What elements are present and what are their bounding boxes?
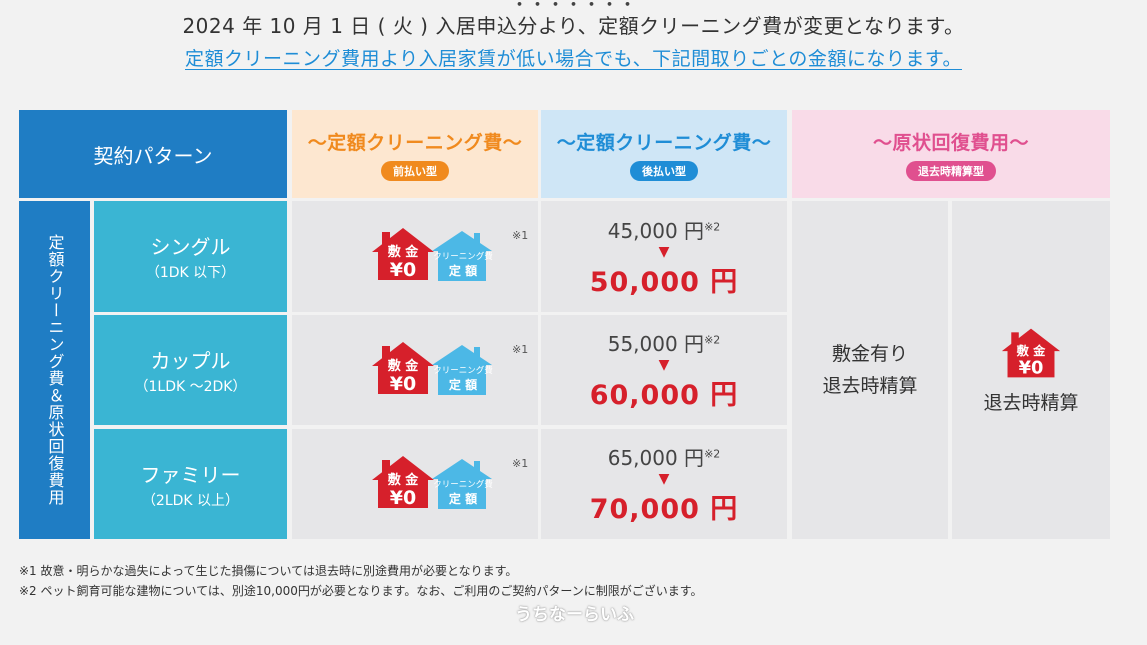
header-prepay-title: 〜定額クリーニング費〜 [307, 131, 523, 154]
change-notice: 2024 年 10 月 1 日 ( 火 ) 入居申込分より、定額クリーニング費が… [182, 14, 965, 38]
rent-notice-link[interactable]: 定額クリーニング費用より入居家賃が低い場合でも、下記間取りごとの金額になります。 [0, 44, 1147, 71]
footnote-ref-2: ※2 [704, 219, 721, 233]
badge-deposit-label: 敷 金 [388, 244, 420, 260]
restore-b-text: 退去時精算 [983, 391, 1079, 414]
old-price-value: 55,000 円 [607, 332, 705, 356]
cleaning-fixed-badge-icon: クリーニング費 定 額 [432, 459, 493, 509]
badge-clean-label: クリーニング費 [433, 251, 493, 262]
row-name: カップル [150, 348, 231, 373]
header-prepay: 〜定額クリーニング費〜 前払い型 [292, 110, 538, 198]
down-arrow-icon: ▼ [658, 471, 670, 487]
row-name: シングル [150, 235, 231, 259]
footnote-ref-2: ※2 [704, 447, 721, 461]
header-postpay-title: 〜定額クリーニング費〜 [556, 131, 772, 154]
footnote-1: ※1 故意・明らかな過失によって生じた損傷については退去時に別途費用が必要となり… [19, 564, 518, 578]
row-family-postpay: 65,000 円※2 ▼ 70,000 円 [541, 429, 787, 539]
row-couple-prepay: 敷 金 ¥0 クリーニング費 定 額 ※1 [292, 315, 538, 425]
row-family-prepay: 敷 金 ¥0 クリーニング費 定 額 ※1 [292, 429, 538, 539]
header-restore: 〜原状回復費用〜 退去時精算型 [792, 110, 1110, 198]
header-postpay: 〜定額クリーニング費〜 後払い型 [541, 110, 787, 198]
old-price: 55,000 円※2 [608, 328, 721, 357]
deposit-zero-badge-icon: 敷 金 ¥0 [372, 342, 434, 395]
badge-clean-label: クリーニング費 [433, 365, 493, 376]
header-prepay-pill: 前払い型 [381, 160, 449, 181]
old-price-value: 65,000 円 [607, 446, 705, 470]
row-family-name: ファミリー （2LDK 以上） [94, 429, 287, 539]
new-price: 50,000 円 [589, 266, 739, 298]
badge-deposit-value: ¥0 [390, 487, 416, 509]
row-couple-postpay: 55,000 円※2 ▼ 60,000 円 [541, 315, 787, 425]
down-arrow-icon: ▼ [658, 357, 670, 373]
badge-clean-value: 定 額 [449, 377, 477, 392]
old-price: 45,000 円※2 [608, 215, 721, 244]
new-price: 60,000 円 [589, 380, 739, 411]
badge-deposit-value: ¥0 [390, 373, 416, 395]
cleaning-fixed-badge-icon: クリーニング費 定 額 [432, 345, 493, 395]
watermark-logo: うちなーらいふ [515, 605, 634, 625]
row-single-prepay: 敷 金 ¥0 クリーニング費 定 額 ※1 [292, 201, 538, 312]
badge-clean-value: 定 額 [449, 263, 477, 278]
badge-deposit-label: 敷 金 [388, 472, 420, 488]
deposit-zero-badge-icon: 敷 金 ¥0 [372, 228, 434, 281]
old-price-value: 45,000 円 [607, 218, 705, 243]
side-label: 定額クリーニング費＆原状回復費用 [19, 201, 90, 539]
side-label-text: 定額クリーニング費＆原状回復費用 [45, 234, 65, 506]
row-sub: （2LDK 以上） [141, 492, 240, 509]
old-price: 65,000 円※2 [608, 442, 721, 471]
row-sub: （1DK 以下） [145, 265, 236, 281]
badge-deposit-value: ¥0 [1019, 357, 1044, 378]
badge-clean-value: 定 額 [449, 491, 477, 506]
footnote-ref-1: ※1 [512, 343, 529, 356]
footnote-ref-2: ※2 [704, 333, 721, 347]
deposit-zero-badge-icon: 敷 金 ¥0 [1001, 328, 1061, 378]
cropped-heading: ・・・・・・・ [510, 0, 637, 16]
header-restore-title: 〜原状回復費用〜 [872, 131, 1029, 154]
cleaning-fixed-badge-icon: クリーニング費 定 額 [432, 231, 493, 281]
deposit-zero-badge-icon: 敷 金 ¥0 [372, 456, 434, 509]
badge-deposit-label: 敷 金 [1017, 342, 1046, 357]
row-name: ファミリー [140, 462, 241, 487]
new-price: 70,000 円 [589, 494, 739, 525]
footnote-2: ※2 ペット飼育可能な建物については、別途10,000円が必要となります。なお、… [19, 584, 703, 598]
badge-clean-label: クリーニング費 [433, 479, 493, 490]
down-arrow-icon: ▼ [658, 243, 670, 260]
restore-zero-deposit: 敷 金 ¥0 退去時精算 [952, 201, 1110, 539]
header-contract-pattern: 契約パターン [19, 110, 287, 198]
rent-notice-text[interactable]: 定額クリーニング費用より入居家賃が低い場合でも、下記間取りごとの金額になります。 [185, 48, 962, 70]
row-sub: （1LDK 〜2DK） [134, 378, 247, 395]
header-postpay-pill: 後払い型 [630, 160, 698, 181]
header-restore-pill: 退去時精算型 [906, 160, 996, 181]
footnote-ref-1: ※1 [512, 457, 529, 470]
restore-a-line2: 退去時精算 [822, 375, 918, 397]
badge-deposit-value: ¥0 [390, 259, 416, 281]
row-single-name: シングル （1DK 以下） [94, 201, 287, 312]
restore-with-deposit: 敷金有り 退去時精算 [792, 201, 948, 539]
row-single-postpay: 45,000 円※2 ▼ 50,000 円 [541, 201, 787, 312]
row-couple-name: カップル （1LDK 〜2DK） [94, 315, 287, 425]
footnote-ref-1: ※1 [512, 229, 529, 242]
badge-deposit-label: 敷 金 [388, 358, 420, 374]
restore-a-line1: 敷金有り [831, 343, 908, 365]
